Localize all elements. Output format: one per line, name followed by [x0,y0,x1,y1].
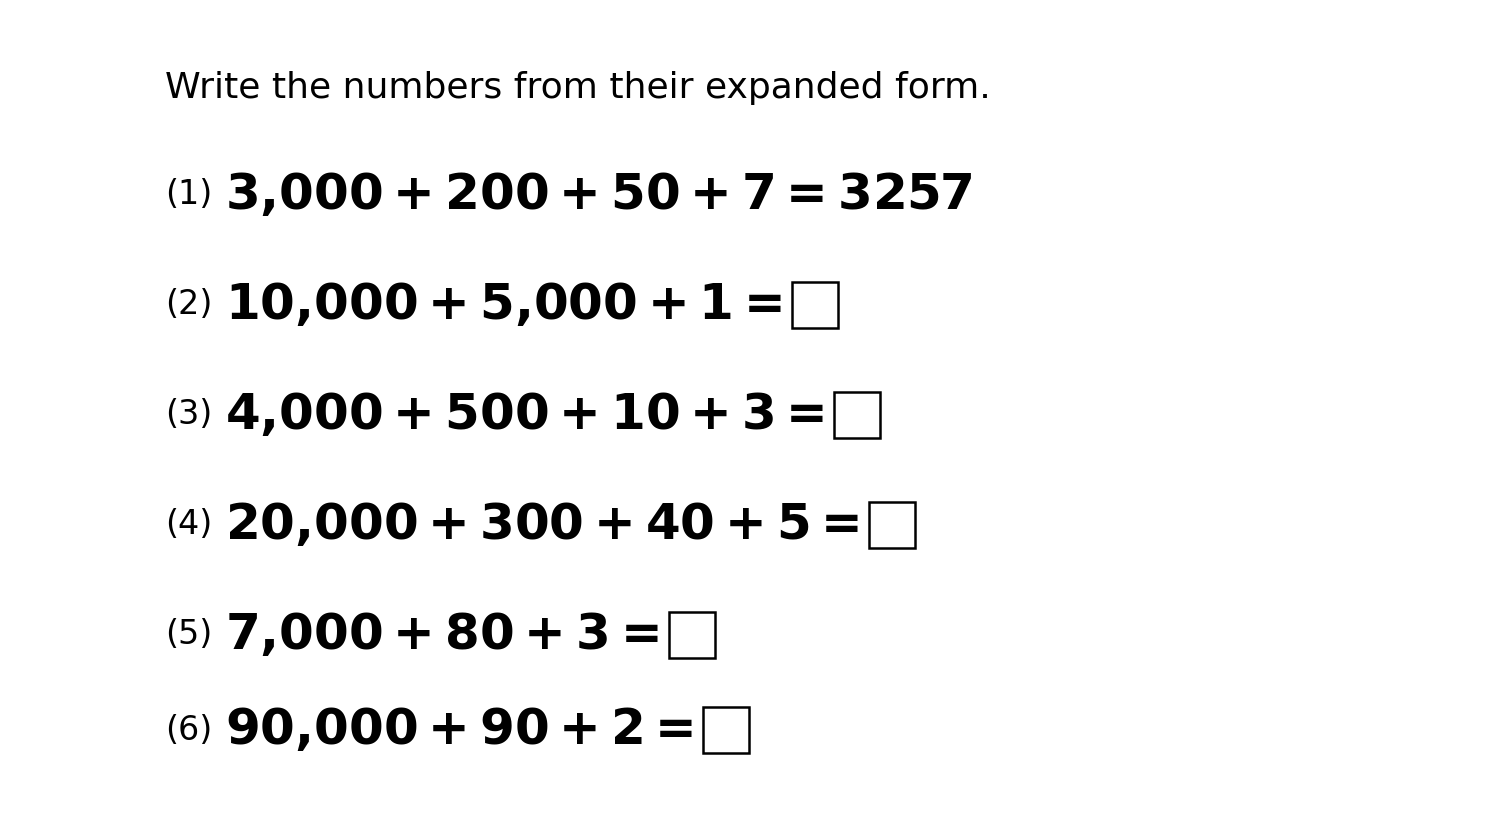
Text: $\mathbf{20{,}000 + 300 + 40 + 5 =}$: $\mathbf{20{,}000 + 300 + 40 + 5 =}$ [225,501,859,549]
Text: Write the numbers from their expanded form.: Write the numbers from their expanded fo… [165,71,990,105]
Text: $\mathbf{10{,}000 + 5{,}000 + 1 =}$: $\mathbf{10{,}000 + 5{,}000 + 1 =}$ [225,281,782,329]
Text: (2): (2) [165,288,213,322]
Text: (4): (4) [165,508,213,542]
Text: (1): (1) [165,179,213,212]
Text: $\mathbf{90{,}000 + 90 + 2 =}$: $\mathbf{90{,}000 + 90 + 2 =}$ [225,706,693,754]
Text: $\mathbf{3{,}000 + 200 + 50 + 7 = 3257}$: $\mathbf{3{,}000 + 200 + 50 + 7 = 3257}$ [225,171,972,219]
Text: $\mathbf{4{,}000 + 500 + 10 + 3 =}$: $\mathbf{4{,}000 + 500 + 10 + 3 =}$ [225,391,825,439]
Text: (3): (3) [165,399,213,431]
Text: $\mathbf{7{,}000 + 80 + 3 =}$: $\mathbf{7{,}000 + 80 + 3 =}$ [225,611,658,659]
Text: (5): (5) [165,619,213,651]
Text: (6): (6) [165,713,213,747]
